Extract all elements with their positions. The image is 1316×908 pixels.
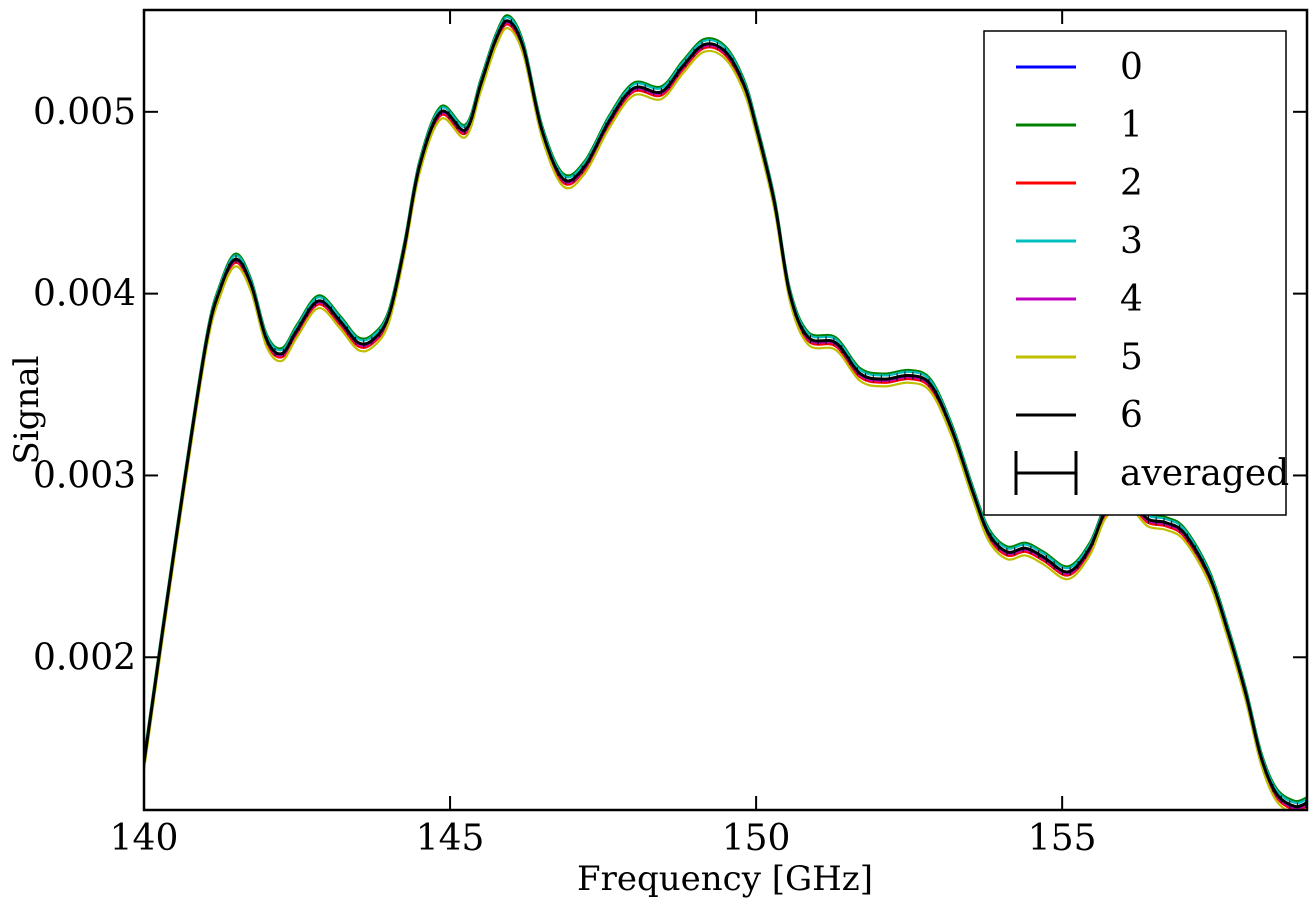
x-tick-label: 140 <box>110 818 179 859</box>
legend-label-1: 1 <box>1120 105 1143 146</box>
legend-label-4: 4 <box>1120 279 1143 320</box>
tick-labels: 140 145 150 155 0.002 0.003 0.004 0.005 <box>33 92 1097 859</box>
x-axis-label: Frequency [GHz] <box>577 859 873 899</box>
axis-ticks <box>143 10 1307 810</box>
legend: 0 1 2 3 4 5 6 averaged <box>983 30 1289 516</box>
y-tick-label: 0.003 <box>33 455 136 496</box>
x-tick-label: 155 <box>1028 818 1097 859</box>
y-axis-label: Signal <box>7 356 47 465</box>
legend-label-3: 3 <box>1120 221 1143 262</box>
x-tick-label: 150 <box>722 818 791 859</box>
plot-frame <box>142 8 1309 812</box>
legend-label-averaged: averaged <box>1120 453 1289 494</box>
x-tick-label: 145 <box>416 818 485 859</box>
series-lines <box>144 14 1307 810</box>
legend-label-0: 0 <box>1120 47 1143 88</box>
legend-label-6: 6 <box>1120 395 1143 436</box>
y-tick-label: 0.005 <box>33 92 136 133</box>
legend-swatch-averaged <box>1014 451 1078 495</box>
legend-box <box>983 30 1287 516</box>
averaged-errorbars <box>144 18 1307 810</box>
y-tick-label: 0.002 <box>33 637 136 678</box>
legend-label-5: 5 <box>1120 337 1143 378</box>
y-tick-label: 0.004 <box>33 274 136 315</box>
legend-label-2: 2 <box>1120 163 1143 204</box>
